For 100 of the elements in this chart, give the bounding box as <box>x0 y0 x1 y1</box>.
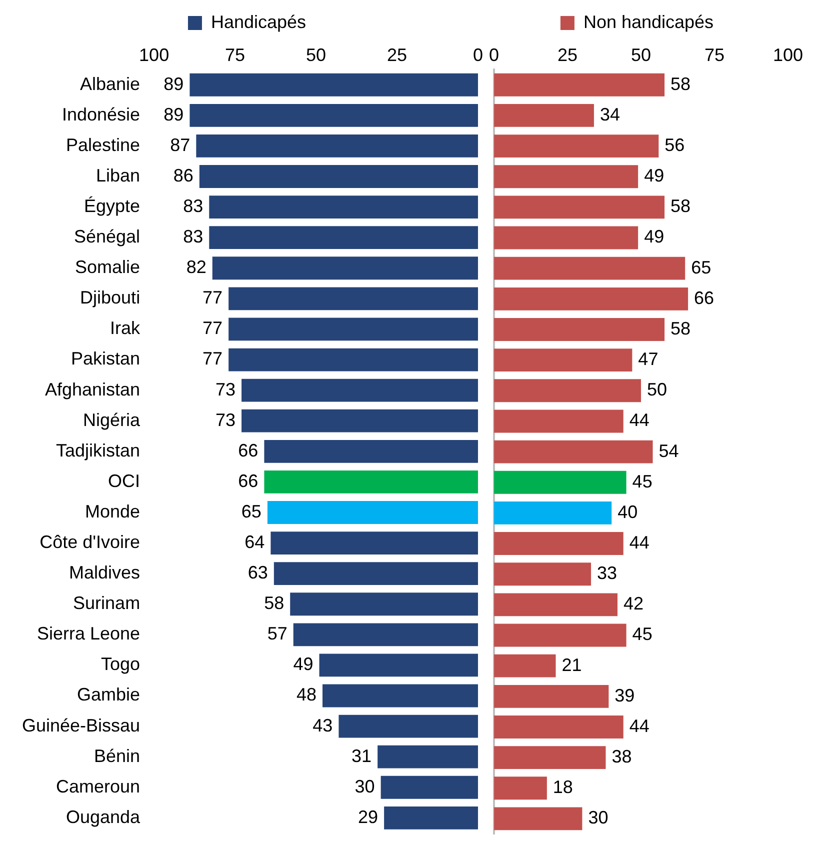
bar <box>494 73 665 96</box>
bar <box>494 624 626 647</box>
y-tick-label: Nigéria <box>83 410 142 430</box>
bar <box>494 501 612 524</box>
data-label: 87 <box>170 134 190 155</box>
data-label: 77 <box>202 348 223 369</box>
data-label: 89 <box>164 104 184 124</box>
bar <box>190 104 478 127</box>
data-label: 44 <box>629 410 650 430</box>
y-tick-label: Bénin <box>94 746 140 766</box>
y-tick-label: Togo <box>101 654 140 674</box>
data-label: 65 <box>241 501 262 522</box>
data-label: 83 <box>183 196 204 216</box>
legend-label: Non handicapés <box>583 12 714 32</box>
data-label: 66 <box>238 440 258 460</box>
bar <box>242 378 478 402</box>
y-tick-label: Monde <box>85 501 140 522</box>
bar <box>494 318 665 341</box>
bar <box>196 134 478 158</box>
y-tick-label: Afghanistan <box>44 379 140 400</box>
data-label: 58 <box>264 593 284 614</box>
data-label: 33 <box>597 563 618 584</box>
data-label: 44 <box>629 532 650 552</box>
bar <box>293 623 478 646</box>
bar <box>228 348 478 372</box>
data-label: 30 <box>588 808 608 828</box>
x-tick-label: 100 <box>139 44 170 65</box>
bar <box>290 592 478 616</box>
data-label: 30 <box>354 776 375 796</box>
bar <box>199 165 478 188</box>
data-label: 48 <box>296 684 317 705</box>
y-tick-label: Somalie <box>75 257 140 278</box>
bar <box>494 807 582 830</box>
bar <box>378 745 478 768</box>
data-label: 63 <box>248 562 268 583</box>
bar <box>494 440 653 464</box>
data-label: 82 <box>186 257 206 278</box>
data-label: 45 <box>632 624 652 644</box>
bar <box>494 470 626 494</box>
bar <box>264 470 478 494</box>
data-label: 73 <box>215 410 236 430</box>
bar <box>228 318 478 341</box>
data-label: 34 <box>600 104 620 124</box>
data-label: 65 <box>691 257 712 278</box>
data-label: 89 <box>164 74 184 94</box>
bar <box>494 256 686 280</box>
data-label: 77 <box>202 288 223 308</box>
bar <box>494 716 624 738</box>
x-tick-label: 0 <box>472 44 483 65</box>
y-tick-label: Albanie <box>80 74 140 94</box>
bar <box>494 746 606 770</box>
bar <box>242 409 478 432</box>
y-tick-label: Palestine <box>66 134 140 155</box>
x-tick-label: 0 <box>489 44 500 65</box>
bar <box>212 256 478 280</box>
bar <box>494 104 594 127</box>
bar <box>319 654 478 677</box>
data-label: 40 <box>618 502 638 522</box>
bar <box>494 134 659 158</box>
bar <box>494 593 618 616</box>
data-label: 50 <box>647 380 668 400</box>
bar <box>270 532 478 554</box>
data-label: 47 <box>638 349 658 370</box>
bar <box>494 654 556 678</box>
bar <box>190 73 478 96</box>
data-label: 45 <box>632 471 652 492</box>
bar <box>494 532 624 555</box>
data-label: 86 <box>173 165 194 186</box>
data-label: 49 <box>293 654 314 674</box>
data-label: 31 <box>352 746 372 766</box>
data-label: 42 <box>623 594 644 614</box>
data-label: 38 <box>612 746 632 767</box>
bar <box>494 562 592 586</box>
bar <box>209 196 478 218</box>
x-tick-label: 75 <box>225 44 246 65</box>
y-tick-label: Pakistan <box>71 348 140 369</box>
data-label: 44 <box>629 716 650 736</box>
data-label: 64 <box>244 532 265 552</box>
data-label: 56 <box>664 135 685 156</box>
bar <box>494 348 632 372</box>
data-label: 66 <box>238 470 258 491</box>
legend-label: Handicapés <box>210 12 306 32</box>
bar <box>322 684 478 708</box>
bar <box>384 806 478 830</box>
x-tick-label: 25 <box>557 44 578 65</box>
bar <box>494 165 638 188</box>
bar <box>209 226 478 250</box>
x-tick-label: 50 <box>306 44 326 65</box>
data-label: 49 <box>644 166 664 186</box>
bar <box>380 776 478 799</box>
data-label: 73 <box>215 379 236 400</box>
y-tick-label: Djibouti <box>80 288 140 308</box>
data-label: 29 <box>358 806 378 827</box>
data-label: 54 <box>658 440 679 461</box>
y-tick-label: Sénégal <box>74 226 140 247</box>
x-tick-label: 100 <box>772 44 804 65</box>
data-label: 58 <box>670 318 691 338</box>
y-tick-label: OCI <box>108 470 140 491</box>
x-tick-label: 50 <box>630 44 652 65</box>
data-label: 49 <box>644 226 664 247</box>
